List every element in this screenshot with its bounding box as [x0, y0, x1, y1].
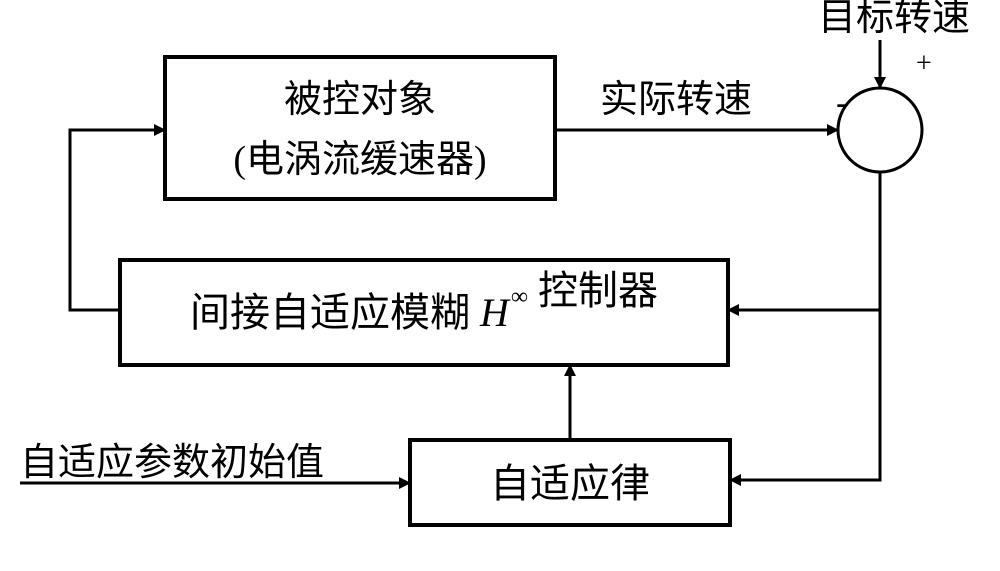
edge-sum-to-ctrl	[728, 172, 880, 310]
node-controller: 间接自适应模糊 H∞ 控制器	[120, 260, 728, 365]
label-plus: +	[916, 48, 932, 79]
label-minus: -	[836, 82, 848, 122]
label-actual_speed: 实际转速	[600, 79, 752, 121]
plant-line-1: (电涡流缓速器)	[233, 139, 486, 181]
edge-sum-to-adapt	[730, 310, 880, 480]
plant-line-0: 被控对象	[284, 79, 436, 121]
node-sum	[838, 88, 922, 172]
node-adapt: 自适应律	[410, 440, 730, 525]
label-target_speed: 目标转速	[818, 0, 970, 39]
adapt-line-0: 自适应律	[490, 461, 650, 506]
label-init_params: 自适应参数初始值	[20, 442, 324, 484]
node-plant: 被控对象 (电涡流缓速器)	[165, 57, 555, 199]
